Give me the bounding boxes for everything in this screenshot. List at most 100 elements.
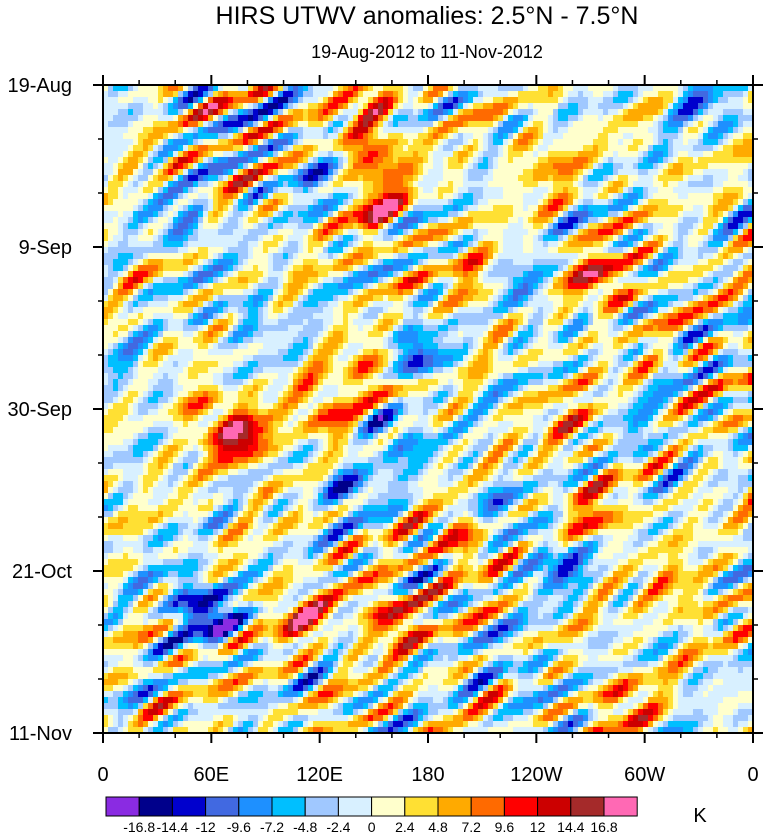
field-cell: [643, 151, 649, 158]
field-cell: [613, 187, 619, 194]
field-cell: [508, 199, 514, 206]
field-cell: [488, 223, 494, 230]
field-cell: [363, 313, 369, 320]
field-cell: [573, 193, 579, 200]
field-cell: [648, 175, 654, 182]
field-cell: [363, 103, 369, 110]
field-cell: [183, 97, 189, 104]
field-cell: [168, 283, 174, 290]
field-cell: [663, 151, 669, 158]
field-cell: [153, 181, 159, 188]
field-cell: [498, 109, 504, 116]
field-cell: [558, 205, 564, 212]
field-cell: [268, 187, 274, 194]
field-cell: [628, 265, 634, 272]
field-cell: [698, 109, 704, 116]
field-cell: [703, 265, 709, 272]
field-cell: [283, 301, 289, 308]
field-cell: [203, 133, 209, 140]
field-cell: [538, 205, 544, 212]
field-cell: [618, 139, 624, 146]
field-cell: [158, 223, 164, 230]
field-cell: [428, 199, 434, 206]
field-cell: [628, 181, 634, 188]
field-cell: [323, 133, 329, 140]
field-cell: [283, 103, 289, 110]
field-cell: [358, 163, 364, 170]
field-cell: [248, 241, 254, 248]
field-cell: [388, 151, 394, 158]
field-cell: [503, 103, 509, 110]
field-cell: [748, 229, 754, 236]
field-cell: [508, 289, 514, 296]
field-cell: [248, 115, 254, 122]
field-cell: [468, 205, 474, 212]
field-cell: [168, 145, 174, 152]
field-cell: [548, 229, 554, 236]
field-cell: [363, 223, 369, 230]
field-cell: [393, 85, 399, 92]
field-cell: [688, 271, 694, 278]
field-cell: [303, 199, 309, 206]
field-cell: [148, 175, 154, 182]
field-cell: [348, 271, 354, 278]
field-cell: [428, 127, 434, 134]
field-cell: [283, 181, 289, 188]
field-cell: [463, 157, 469, 164]
field-cell: [748, 157, 754, 164]
field-cell: [233, 235, 239, 242]
field-cell: [558, 133, 564, 140]
field-cell: [398, 223, 404, 230]
field-cell: [153, 121, 159, 128]
field-cell: [623, 199, 629, 206]
field-cell: [598, 175, 604, 182]
field-cell: [278, 229, 284, 236]
field-cell: [243, 211, 249, 218]
field-cell: [173, 91, 179, 98]
field-cell: [668, 91, 674, 98]
field-cell: [298, 229, 304, 236]
field-cell: [188, 115, 194, 122]
field-cell: [603, 199, 609, 206]
field-cell: [208, 241, 214, 248]
field-cell: [238, 187, 244, 194]
field-cell: [368, 241, 374, 248]
field-cell: [173, 313, 179, 320]
field-cell: [708, 151, 714, 158]
field-cell: [193, 121, 199, 128]
field-cell: [103, 205, 109, 212]
field-cell: [103, 235, 109, 242]
field-cell: [513, 145, 519, 152]
field-cell: [228, 247, 234, 254]
field-cell: [313, 211, 319, 218]
field-cell: [143, 91, 149, 98]
field-cell: [188, 199, 194, 206]
field-cell: [423, 199, 429, 206]
field-cell: [438, 121, 444, 128]
field-cell: [473, 235, 479, 242]
field-cell: [683, 115, 689, 122]
field-cell: [348, 235, 354, 242]
field-cell: [513, 247, 519, 254]
field-cell: [248, 169, 254, 176]
field-cell: [613, 109, 619, 116]
field-cell: [478, 163, 484, 170]
field-cell: [483, 163, 489, 170]
field-cell: [408, 193, 414, 200]
field-cell: [178, 187, 184, 194]
field-cell: [178, 313, 184, 320]
field-cell: [353, 247, 359, 254]
field-cell: [713, 109, 719, 116]
field-cell: [613, 247, 619, 254]
field-cell: [548, 217, 554, 224]
field-cell: [338, 211, 344, 218]
field-cell: [563, 127, 569, 134]
field-cell: [188, 253, 194, 260]
field-cell: [143, 139, 149, 146]
field-cell: [213, 205, 219, 212]
field-cell: [418, 97, 424, 104]
field-cell: [658, 121, 664, 128]
field-cell: [663, 211, 669, 218]
field-cell: [568, 97, 574, 104]
field-cell: [638, 307, 644, 314]
